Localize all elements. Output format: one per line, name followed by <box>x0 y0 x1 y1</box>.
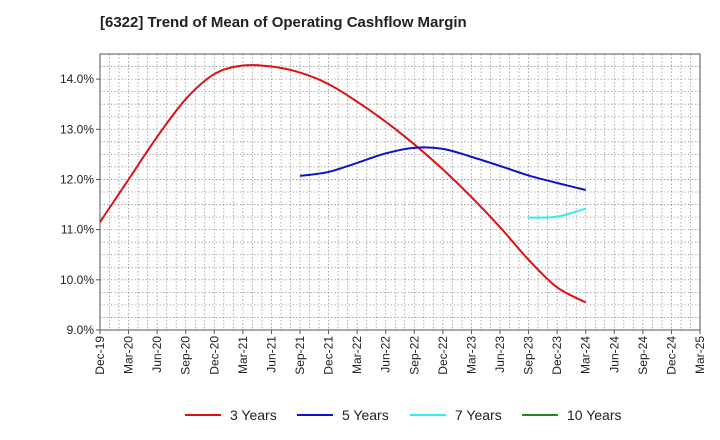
x-tick-label: Sep-22 <box>407 336 421 375</box>
plot-area <box>99 53 701 331</box>
legend-label: 7 Years <box>455 407 502 423</box>
x-tick-label: Jun-24 <box>607 336 621 373</box>
legend-label: 3 Years <box>230 407 277 423</box>
x-tick-label: Jun-22 <box>379 336 393 373</box>
legend-swatch <box>410 414 446 416</box>
y-axis: 9.0% 10.0% 11.0% 12.0% 13.0% 14.0% <box>60 72 100 337</box>
legend-swatch <box>297 414 333 416</box>
x-tick-label: Sep-21 <box>293 336 307 375</box>
x-tick-label: Mar-22 <box>350 336 364 374</box>
legend-swatch <box>185 414 221 416</box>
x-tick-label: Dec-22 <box>436 336 450 375</box>
y-tick-label: 10.0% <box>60 273 94 287</box>
x-tick-label: Mar-23 <box>464 336 478 374</box>
x-tick-label: Sep-24 <box>636 336 650 375</box>
legend-item-7-years: 7 Years <box>410 404 502 426</box>
legend-swatch <box>522 414 558 416</box>
y-tick-label: 12.0% <box>60 172 94 186</box>
x-tick-label: Dec-19 <box>93 336 107 375</box>
series-line-5-years <box>299 146 586 191</box>
x-tick-label: Mar-21 <box>236 336 250 374</box>
x-tick-label: Dec-21 <box>322 336 336 375</box>
legend-item-10-years: 10 Years <box>522 404 622 426</box>
legend-label: 10 Years <box>567 407 622 423</box>
x-tick-label: Dec-24 <box>664 336 678 375</box>
y-tick-label: 13.0% <box>60 122 94 136</box>
x-tick-label: Mar-24 <box>579 336 593 374</box>
chart-title: [6322] Trend of Mean of Operating Cashfl… <box>100 14 467 31</box>
legend-label: 5 Years <box>342 407 389 423</box>
x-tick-label: Mar-20 <box>122 336 136 374</box>
x-tick-label: Sep-23 <box>522 336 536 375</box>
x-tick-label: Jun-23 <box>493 336 507 373</box>
y-tick-label: 11.0% <box>61 223 94 237</box>
legend-item-3-years: 3 Years <box>185 404 277 426</box>
y-tick-label: 9.0% <box>67 323 95 337</box>
series-layer <box>99 63 587 304</box>
x-tick-label: Dec-23 <box>550 336 564 375</box>
x-tick-label: Mar-25 <box>693 336 707 374</box>
x-axis: Dec-19 Mar-20 Jun-20 Sep-20 Dec-20 Mar-21 Jun-… <box>93 330 707 375</box>
series-line-3-years <box>99 63 587 304</box>
x-tick-label: Sep-20 <box>179 336 193 375</box>
x-tick-label: Jun-21 <box>264 336 278 373</box>
x-tick-label: Dec-20 <box>207 336 221 375</box>
series-line-7-years <box>528 207 586 219</box>
y-tick-label: 14.0% <box>60 72 94 86</box>
grid-lines <box>100 54 700 330</box>
x-tick-label: Jun-20 <box>150 336 164 373</box>
legend-item-5-years: 5 Years <box>297 404 389 426</box>
legend: 3 Years 5 Years 7 Years 10 Years <box>0 404 720 426</box>
